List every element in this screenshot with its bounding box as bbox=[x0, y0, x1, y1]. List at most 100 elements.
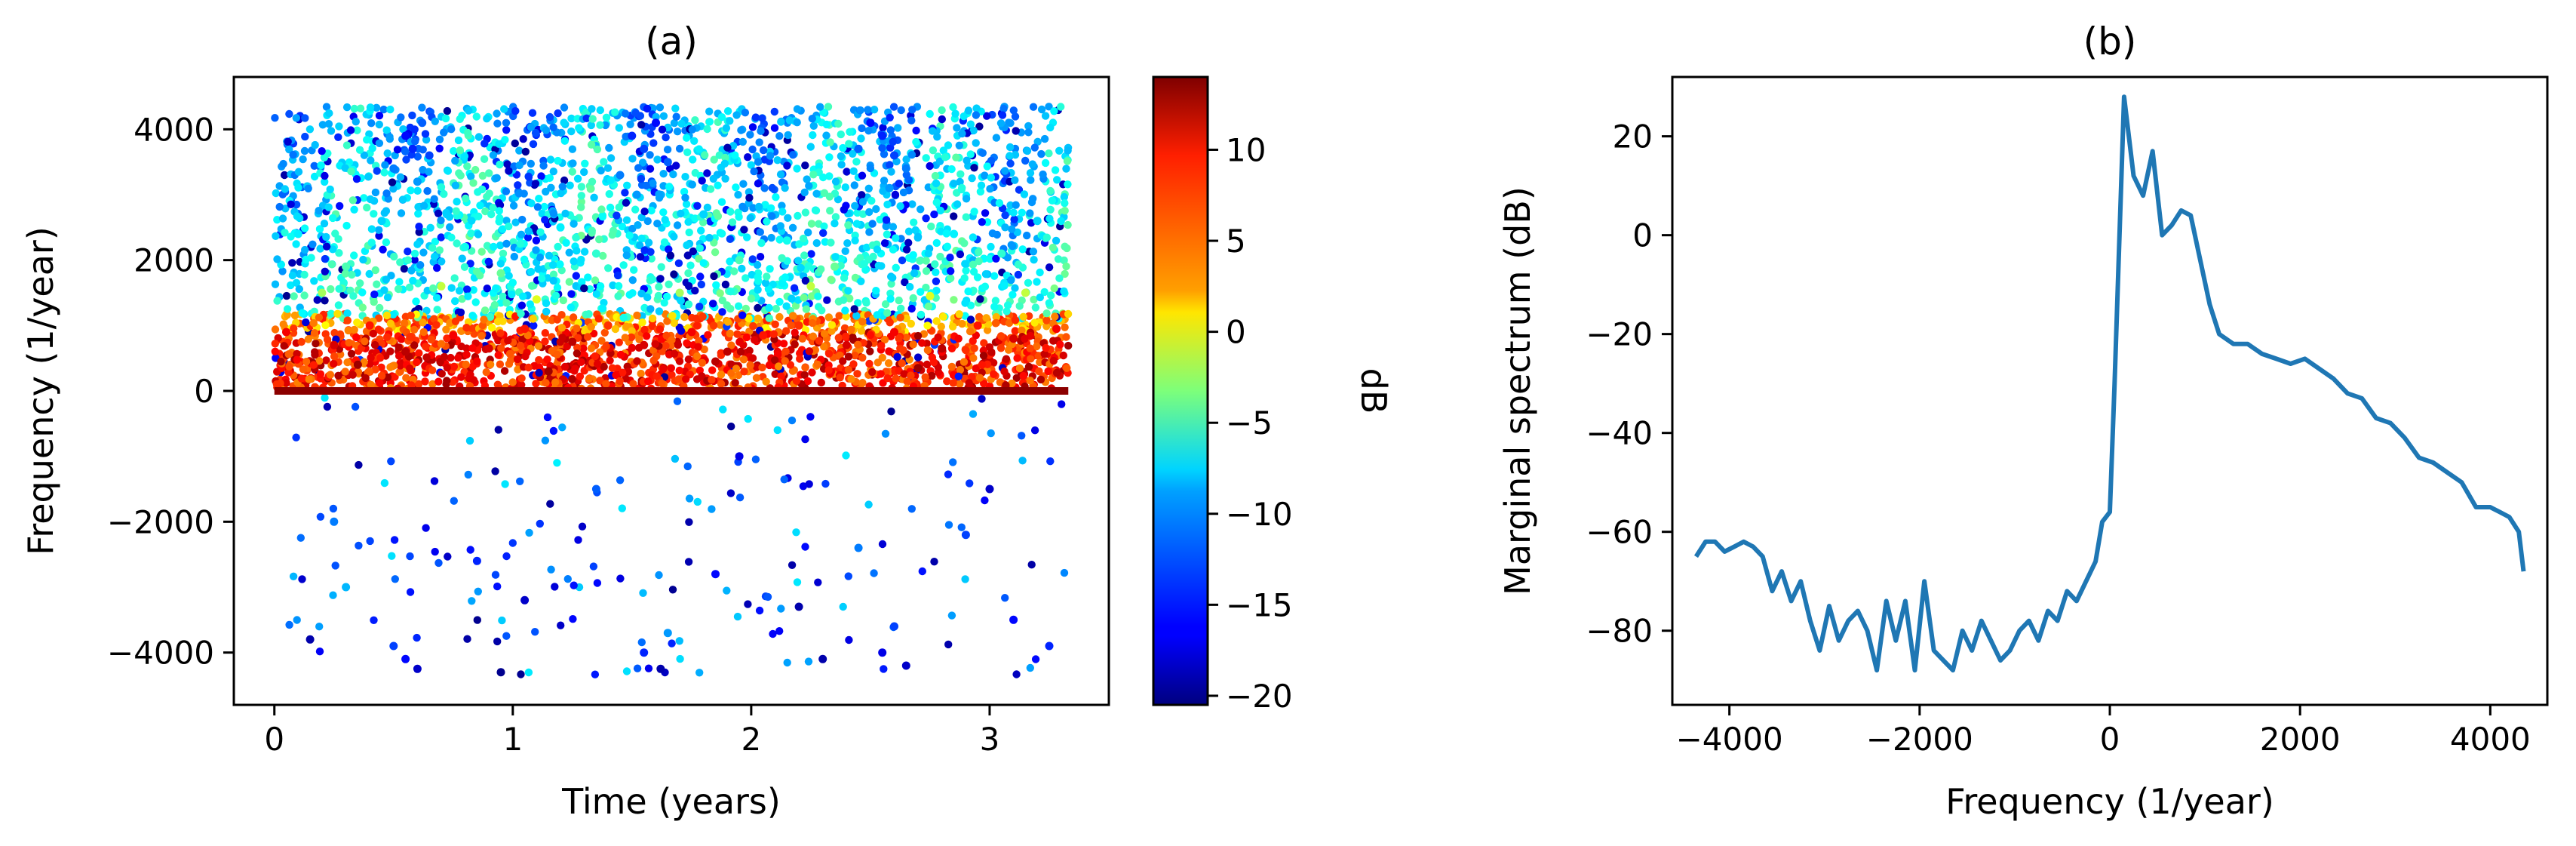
texture-point bbox=[1015, 302, 1024, 310]
texture-point bbox=[1006, 159, 1015, 168]
texture-point bbox=[717, 351, 726, 359]
scatter-point bbox=[901, 661, 910, 670]
texture-point bbox=[577, 203, 585, 211]
texture-point bbox=[430, 315, 438, 323]
texture-point bbox=[776, 170, 785, 179]
texture-point bbox=[670, 318, 678, 328]
texture-point bbox=[768, 212, 776, 220]
texture-point bbox=[1026, 169, 1035, 177]
texture-point bbox=[1064, 309, 1073, 318]
texture-point bbox=[390, 252, 398, 261]
texture-point bbox=[649, 346, 658, 355]
texture-point bbox=[283, 311, 291, 319]
texture-point bbox=[289, 150, 297, 159]
panel-a-title: (a) bbox=[645, 20, 698, 63]
scatter-point bbox=[973, 321, 982, 330]
texture-point bbox=[422, 343, 430, 351]
texture-point bbox=[407, 266, 416, 275]
scatter-point bbox=[997, 249, 1006, 258]
texture-point bbox=[689, 155, 697, 164]
texture-point bbox=[795, 240, 803, 248]
texture-point bbox=[637, 289, 646, 298]
scatter-point bbox=[401, 654, 410, 663]
texture-point bbox=[932, 277, 941, 285]
texture-point bbox=[821, 479, 830, 488]
texture-point bbox=[447, 284, 456, 292]
texture-point bbox=[668, 336, 676, 344]
texture-point bbox=[410, 325, 419, 334]
texture-point bbox=[670, 270, 678, 278]
texture-point bbox=[1061, 323, 1069, 331]
texture-point bbox=[884, 359, 893, 368]
texture-point bbox=[659, 208, 668, 217]
texture-point bbox=[324, 203, 333, 211]
texture-point bbox=[575, 124, 583, 132]
texture-point bbox=[827, 321, 837, 329]
texture-point bbox=[878, 540, 887, 549]
texture-point bbox=[406, 588, 415, 596]
texture-point bbox=[535, 368, 543, 377]
texture-point bbox=[927, 222, 935, 231]
texture-point bbox=[658, 125, 667, 134]
texture-point bbox=[373, 167, 381, 175]
texture-point bbox=[578, 522, 587, 531]
texture-point bbox=[383, 333, 391, 341]
texture-point bbox=[746, 361, 754, 370]
texture-point bbox=[596, 106, 604, 115]
texture-point bbox=[588, 226, 596, 235]
texture-point bbox=[978, 218, 987, 226]
texture-point bbox=[698, 372, 706, 380]
texture-point bbox=[891, 190, 900, 199]
texture-point bbox=[756, 253, 765, 261]
texture-point bbox=[372, 103, 381, 112]
texture-point bbox=[827, 327, 836, 335]
texture-point bbox=[432, 321, 441, 329]
texture-point bbox=[972, 139, 980, 147]
texture-point bbox=[327, 260, 336, 269]
texture-point bbox=[602, 342, 610, 351]
texture-point bbox=[902, 155, 910, 164]
texture-point bbox=[1024, 278, 1033, 287]
texture-point bbox=[437, 216, 445, 225]
texture-point bbox=[326, 371, 335, 379]
texture-point bbox=[778, 208, 787, 216]
texture-point bbox=[621, 334, 629, 342]
texture-point bbox=[931, 171, 940, 180]
texture-point bbox=[455, 169, 463, 177]
texture-point bbox=[709, 321, 718, 330]
texture-point bbox=[315, 207, 323, 215]
texture-point bbox=[629, 380, 637, 388]
texture-point bbox=[640, 246, 649, 254]
texture-point bbox=[450, 274, 459, 282]
texture-point bbox=[397, 335, 406, 343]
texture-point bbox=[704, 331, 712, 339]
texture-point bbox=[1012, 127, 1020, 135]
texture-point bbox=[271, 347, 279, 355]
texture-point bbox=[391, 575, 399, 583]
texture-point bbox=[1034, 352, 1042, 360]
texture-point bbox=[375, 112, 384, 120]
texture-point bbox=[1052, 236, 1061, 245]
texture-point bbox=[298, 575, 306, 583]
texture-point bbox=[754, 285, 762, 294]
texture-point bbox=[401, 147, 410, 155]
scatter-point bbox=[711, 357, 720, 366]
scatter-point bbox=[885, 183, 894, 192]
texture-point bbox=[536, 253, 544, 262]
texture-point bbox=[939, 312, 947, 321]
texture-point bbox=[496, 299, 505, 307]
texture-point bbox=[781, 183, 789, 192]
texture-point bbox=[836, 374, 844, 382]
texture-point bbox=[573, 325, 581, 333]
texture-point bbox=[553, 350, 561, 358]
texture-point bbox=[480, 155, 489, 163]
texture-point bbox=[788, 367, 797, 375]
texture-point bbox=[376, 303, 384, 312]
texture-point bbox=[858, 124, 866, 133]
zero-frequency-band bbox=[274, 387, 1069, 395]
texture-point bbox=[835, 312, 843, 320]
texture-point bbox=[321, 393, 329, 402]
texture-point bbox=[630, 266, 638, 274]
texture-point bbox=[746, 131, 754, 139]
